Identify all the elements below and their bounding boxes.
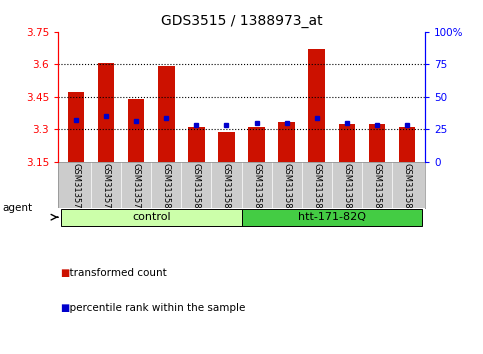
Text: transformed count: transformed count — [63, 268, 167, 278]
Text: GSM313579: GSM313579 — [132, 163, 141, 214]
Text: control: control — [132, 212, 170, 222]
Bar — [128, 99, 144, 162]
Bar — [188, 127, 205, 162]
Bar — [218, 132, 235, 162]
Bar — [398, 127, 415, 162]
Text: GSM313583: GSM313583 — [252, 163, 261, 214]
Text: ■: ■ — [60, 268, 70, 278]
Text: GSM313584: GSM313584 — [282, 163, 291, 214]
Text: GSM313588: GSM313588 — [402, 163, 412, 214]
Bar — [98, 63, 114, 162]
Text: GSM313578: GSM313578 — [101, 163, 111, 214]
Bar — [61, 209, 242, 225]
Text: agent: agent — [2, 203, 32, 213]
Bar — [242, 209, 422, 225]
Text: htt-171-82Q: htt-171-82Q — [298, 212, 366, 222]
Text: GSM313585: GSM313585 — [312, 163, 321, 214]
Bar — [278, 122, 295, 162]
Text: GSM313582: GSM313582 — [222, 163, 231, 214]
Bar — [369, 124, 385, 162]
Bar — [68, 92, 85, 162]
Bar — [158, 67, 174, 162]
Text: ■: ■ — [60, 303, 70, 313]
Bar — [339, 124, 355, 162]
Text: GSM313587: GSM313587 — [372, 163, 382, 214]
Title: GDS3515 / 1388973_at: GDS3515 / 1388973_at — [161, 14, 322, 28]
Text: GSM313581: GSM313581 — [192, 163, 201, 214]
Bar — [248, 127, 265, 162]
Text: GSM313577: GSM313577 — [71, 163, 81, 214]
Text: GSM313586: GSM313586 — [342, 163, 351, 214]
Text: GSM313580: GSM313580 — [162, 163, 171, 214]
Bar — [309, 49, 325, 162]
Text: percentile rank within the sample: percentile rank within the sample — [63, 303, 245, 313]
